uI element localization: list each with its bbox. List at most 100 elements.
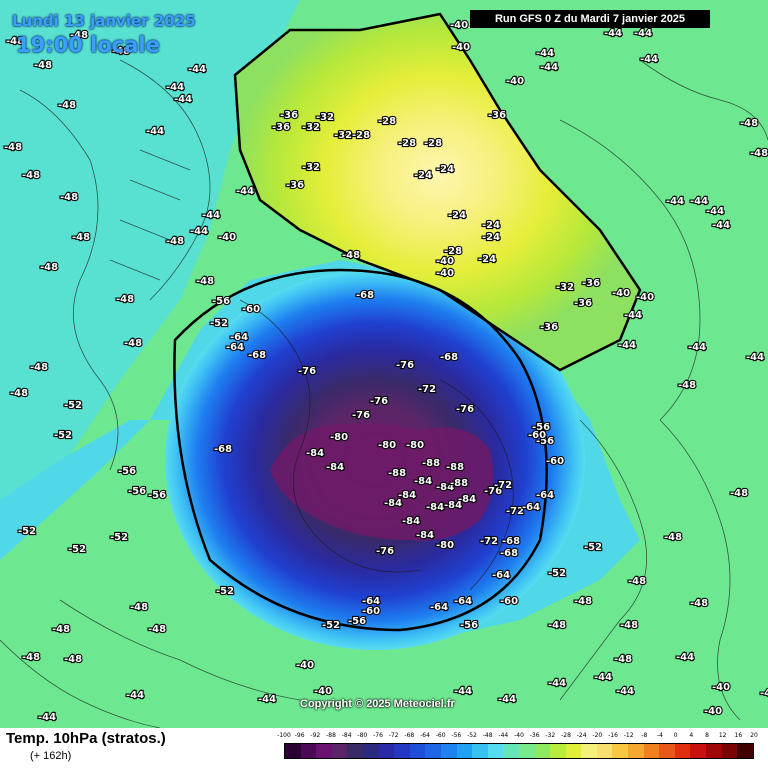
isotherm-label: -52 — [18, 526, 36, 537]
isotherm-label: -48 — [750, 148, 768, 159]
isotherm-label: -40 — [314, 686, 332, 697]
isotherm-label: -76 — [456, 404, 474, 415]
isotherm-label: -48 — [628, 576, 646, 587]
isotherm-label: -44 — [540, 62, 558, 73]
isotherm-label: -28 — [378, 116, 396, 127]
isotherm-label: -48 — [22, 170, 40, 181]
vortex-core — [270, 423, 494, 541]
isotherm-label: -72 — [418, 384, 436, 395]
legend-tick-label: -84 — [341, 732, 352, 739]
isotherm-label: -24 — [482, 232, 500, 243]
isotherm-label: -52 — [548, 568, 566, 579]
legend-tick-label: -100 — [277, 732, 291, 739]
legend-swatch — [331, 744, 348, 758]
isotherm-label: -44 — [202, 210, 220, 221]
isotherm-label: -48 — [574, 596, 592, 607]
isotherm-label: -88 — [450, 478, 468, 489]
isotherm-label: -40 — [436, 256, 454, 267]
legend-swatch — [565, 744, 582, 758]
legend-swatch — [300, 744, 317, 758]
legend-tick-label: -76 — [373, 732, 383, 739]
legend-swatch — [440, 744, 457, 758]
map-canvas: -48-48-48-48-44-44-44-44-44-44-44-48-48-… — [0, 0, 768, 728]
isotherm-label: -48 — [678, 380, 696, 391]
isotherm-vortex-edge — [173, 268, 548, 632]
isotherm-label: -48 — [740, 118, 758, 129]
isotherm-label: -40 — [612, 288, 630, 299]
legend-tick-label: 16 — [734, 732, 743, 739]
isotherm-label: -44 — [624, 310, 642, 321]
isotherm-label: -32 — [334, 130, 352, 141]
isotherm-label: -48 — [72, 232, 90, 243]
isotherm-label: -36 — [272, 122, 290, 133]
isotherm-label: -56 — [348, 616, 366, 627]
isotherm-label: -36 — [540, 322, 558, 333]
isotherm-label: -84 — [416, 530, 434, 541]
legend-labels: -100 -96 -92 -88 -84 -80 -76 -72 -68 -64 -60 -56 -52… — [277, 732, 758, 742]
legend-tick-label: -16 — [608, 732, 618, 739]
isotherm-label: -56 — [532, 422, 550, 433]
isotherm-label: -36 — [574, 298, 592, 309]
isotherm-label: -80 — [378, 440, 396, 451]
isotherm-label: -60 — [242, 304, 260, 315]
isotherm-label: -84 — [326, 462, 344, 473]
isotherm-label: -36 — [488, 110, 506, 121]
isotherm-label: -40 — [452, 42, 470, 53]
copyright-notice: Copyright © 2025 Meteociel.fr — [300, 698, 455, 710]
isotherm-label: -48 — [58, 100, 76, 111]
legend-tick-label: -68 — [404, 732, 415, 739]
legend-swatch — [362, 744, 379, 758]
legend-swatch — [628, 744, 644, 758]
legend-swatch — [690, 744, 707, 758]
isotherm-label: -44 — [594, 672, 612, 683]
isotherm-label: -44 — [258, 694, 276, 705]
isotherm-label: -48 — [34, 60, 52, 71]
legend-tick-label: 12 — [718, 732, 727, 739]
legend-tick-label: -12 — [623, 732, 634, 739]
isotherm-label: -60 — [528, 430, 546, 441]
isotherm-label: -52 — [216, 586, 234, 597]
isotherm-label: -68 — [440, 352, 458, 363]
isotherm-label: -44 — [690, 196, 708, 207]
isotherm-label: -44 — [548, 678, 566, 689]
isotherm-label: -28 — [424, 138, 442, 149]
isotherm-label: -32 — [302, 122, 320, 133]
legend-tick-label: -60 — [435, 732, 446, 739]
isotherm-label: -40 — [436, 268, 454, 279]
isotherm-label: -44 — [706, 206, 724, 217]
legend-tick-label: -88 — [326, 732, 336, 739]
legend-tick-label: -92 — [310, 732, 321, 739]
isotherm-label: -64 — [226, 342, 244, 353]
legend-swatch — [518, 744, 535, 758]
legend-tick-label: -96 — [294, 732, 305, 739]
isotherm-label: -48 — [664, 532, 682, 543]
isotherm-label: -36 — [280, 110, 298, 121]
isotherm-label: -64 — [536, 490, 554, 501]
legend-tick-label: 8 — [705, 732, 709, 739]
legend-tick-label: -48 — [482, 732, 493, 739]
legend-swatch — [721, 744, 738, 758]
legend-tick-label: -20 — [592, 732, 603, 739]
isotherm-labels: -48-48-48-48-44-44-44-44-44-44-44-48-48-… — [3, 19, 768, 724]
legend-swatch — [347, 744, 363, 758]
isotherm-label: -80 — [436, 540, 454, 551]
isotherm-label: -44 — [666, 196, 684, 207]
isotherm-label: -68 — [356, 290, 374, 301]
isotherm-label: -80 — [330, 432, 348, 443]
legend-swatch — [378, 744, 395, 758]
legend-swatch — [534, 744, 551, 758]
isotherm-label: -32 — [302, 162, 320, 173]
isotherm-label: -24 — [436, 164, 454, 175]
isotherm-label: -60 — [546, 456, 564, 467]
isotherm-label: -44 — [688, 342, 706, 353]
isotherm-label: -56 — [128, 486, 146, 497]
isotherm-label: -56 — [536, 436, 554, 447]
isotherm-label: -60 — [500, 596, 518, 607]
isotherm-label: -40 — [296, 660, 314, 671]
isotherm-label: -76 — [370, 396, 388, 407]
isotherm-label: -40 — [450, 20, 468, 31]
isotherm-label: -44 — [712, 220, 730, 231]
legend-swatch — [659, 744, 675, 758]
isotherm-label: -48 — [6, 36, 24, 47]
isotherm-label: -48 — [124, 338, 142, 349]
